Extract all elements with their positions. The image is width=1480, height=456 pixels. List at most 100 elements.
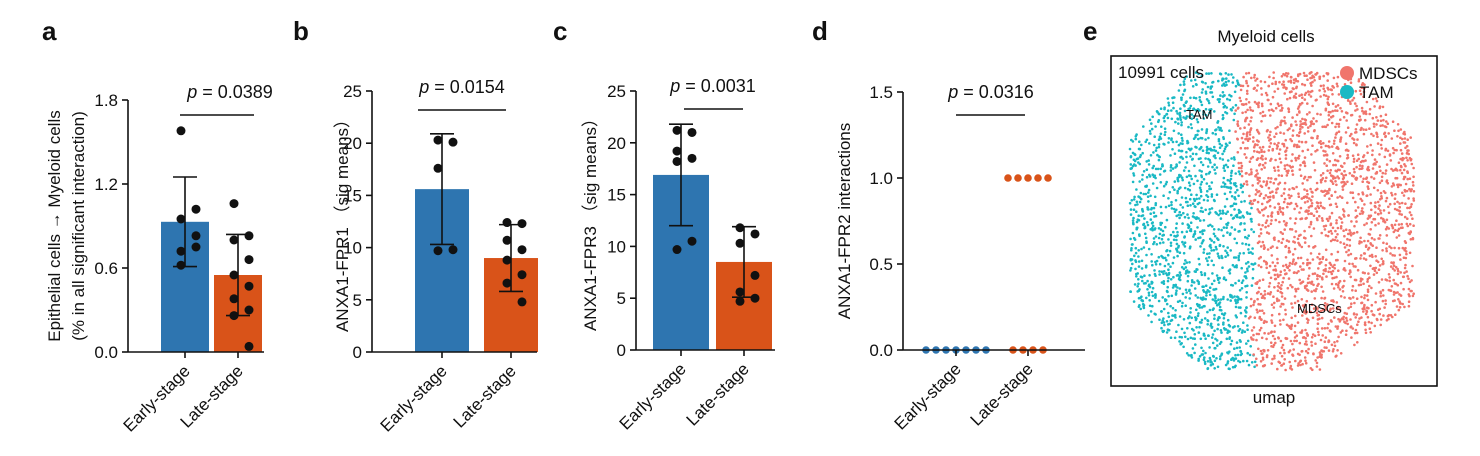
umap-cell-mdscs (1269, 191, 1272, 194)
umap-cell-mdscs (1379, 209, 1382, 212)
umap-cell-mdscs (1277, 212, 1280, 215)
umap-cell-mdscs (1261, 163, 1265, 167)
data-point (750, 293, 760, 303)
umap-cell-mdscs (1390, 167, 1393, 171)
umap-cell-mdscs (1286, 202, 1290, 205)
umap-cell-tam (1180, 136, 1184, 140)
umap-cell-tam (1134, 246, 1138, 250)
umap-cell-tam (1190, 177, 1193, 181)
umap-cell-mdscs (1321, 172, 1325, 175)
umap-cell-mdscs (1339, 295, 1343, 298)
umap-cell-tam (1134, 135, 1138, 138)
umap-cell-tam (1145, 168, 1149, 171)
umap-cell-tam (1180, 336, 1184, 339)
umap-cell-tam (1171, 167, 1175, 170)
umap-cell-mdscs (1253, 299, 1256, 303)
umap-cell-mdscs (1252, 140, 1255, 143)
umap-cell-mdscs (1405, 252, 1408, 256)
umap-cell-tam (1144, 266, 1148, 269)
umap-cell-tam (1204, 82, 1207, 85)
y-tick-label: 0 (353, 343, 362, 362)
umap-cell-tam (1221, 91, 1225, 94)
umap-cell-mdscs (1263, 293, 1267, 296)
umap-cell-tam (1164, 256, 1167, 260)
umap-cell-tam (1214, 172, 1217, 175)
p-value: p = 0.0389 (186, 82, 273, 102)
umap-cell-mdscs (1291, 353, 1294, 357)
umap-cell-tam (1162, 317, 1165, 320)
umap-cell-mdscs (1251, 202, 1254, 205)
umap-cell-mdscs (1361, 164, 1364, 168)
umap-cell-mdscs (1341, 185, 1344, 188)
umap-cell-mdscs (1300, 140, 1304, 144)
umap-cell-mdscs (1349, 252, 1353, 256)
umap-cell-tam (1184, 296, 1187, 299)
umap-cell-mdscs (1258, 151, 1261, 154)
umap-cell-mdscs (1400, 165, 1403, 169)
umap-cell-mdscs (1345, 316, 1348, 320)
umap-cell-mdscs (1276, 87, 1280, 91)
umap-cell-tam (1241, 242, 1244, 245)
umap-cell-tam (1222, 313, 1226, 317)
umap-cell-mdscs (1284, 368, 1287, 372)
umap-cell-tam (1227, 79, 1230, 83)
umap-cell-mdscs (1339, 352, 1343, 355)
umap-cell-tam (1222, 116, 1225, 120)
umap-cell-tam (1170, 294, 1174, 298)
umap-cell-tam (1212, 232, 1216, 236)
umap-cell-tam (1200, 170, 1203, 173)
umap-cell-mdscs (1357, 192, 1360, 196)
umap-cell-mdscs (1309, 95, 1313, 98)
umap-cell-mdscs (1339, 331, 1343, 334)
data-point (176, 126, 186, 136)
umap-cell-mdscs (1332, 76, 1336, 80)
umap-cell-mdscs (1344, 333, 1348, 337)
umap-cell-mdscs (1289, 217, 1292, 220)
umap-cell-tam (1230, 157, 1233, 160)
umap-cell-mdscs (1351, 137, 1354, 140)
umap-cell-mdscs (1314, 359, 1317, 362)
umap-cell-tam (1226, 351, 1229, 354)
umap-cell-tam (1164, 225, 1167, 229)
umap-cell-tam (1205, 194, 1208, 197)
umap-cell-mdscs (1362, 257, 1366, 260)
umap-cell-tam (1151, 263, 1154, 267)
umap-cell-mdscs (1397, 129, 1400, 133)
umap-cell-mdscs (1355, 130, 1358, 134)
umap-cell-tam (1188, 288, 1191, 292)
umap-cell-mdscs (1355, 123, 1359, 126)
umap-cell-tam (1135, 272, 1138, 276)
y-axis-label: ANXA1-FPR2 interactions (835, 123, 854, 320)
umap-cell-tam (1176, 117, 1179, 120)
umap-cell-mdscs (1255, 188, 1258, 192)
umap-cell-mdscs (1280, 241, 1283, 244)
umap-cell-mdscs (1387, 205, 1390, 209)
umap-cell-tam (1225, 251, 1229, 255)
umap-cell-mdscs (1285, 323, 1289, 327)
umap-cell-mdscs (1370, 286, 1373, 290)
umap-cell-tam (1193, 337, 1196, 341)
umap-cell-mdscs (1271, 149, 1274, 152)
umap-cell-tam (1213, 168, 1216, 172)
umap-cell-mdscs (1351, 154, 1355, 157)
umap-cell-mdscs (1402, 177, 1406, 181)
umap-cell-mdscs (1355, 143, 1358, 146)
umap-cell-tam (1225, 185, 1228, 189)
umap-cell-tam (1136, 218, 1140, 221)
umap-cell-mdscs (1245, 79, 1248, 83)
umap-cell-mdscs (1255, 332, 1259, 336)
umap-cell-tam (1199, 161, 1203, 164)
umap-cell-tam (1142, 223, 1145, 226)
umap-cell-tam (1226, 178, 1230, 182)
umap-cell-mdscs (1372, 217, 1375, 221)
umap-cell-tam (1209, 363, 1213, 367)
umap-cell-tam (1194, 71, 1198, 74)
umap-cell-tam (1234, 191, 1237, 194)
umap-cell-mdscs (1390, 185, 1394, 188)
umap-cell-tam (1180, 176, 1184, 179)
umap-cell-tam (1204, 114, 1208, 117)
umap-cell-mdscs (1389, 252, 1392, 255)
umap-cell-mdscs (1385, 196, 1389, 200)
umap-cell-tam (1228, 141, 1231, 144)
umap-cell-mdscs (1270, 319, 1273, 322)
